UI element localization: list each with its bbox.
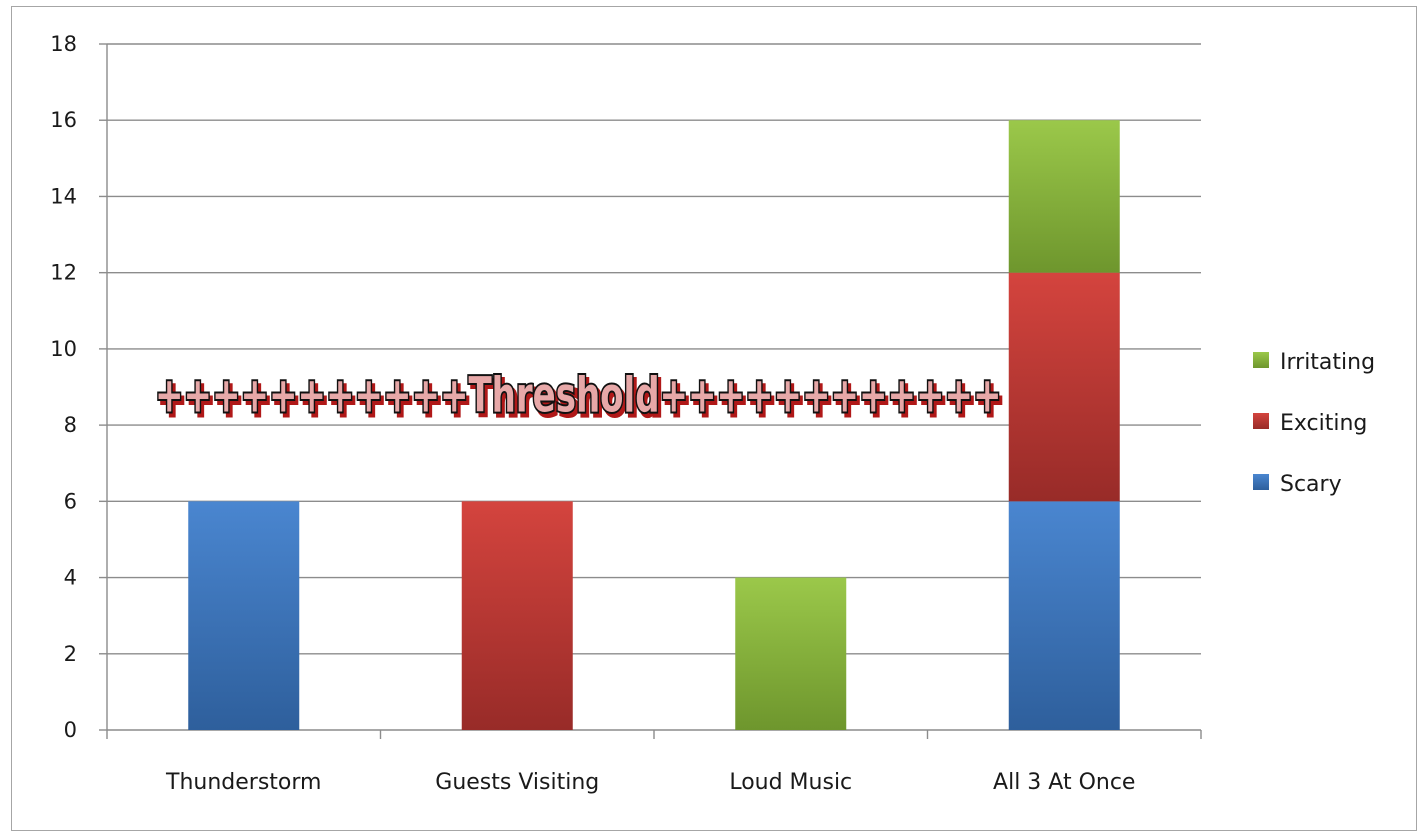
y-tick-label-0: 0 — [64, 718, 77, 742]
threshold-annotation: +++++++++++Threshold++++++++++++++++++++… — [153, 366, 1007, 430]
legend-swatch-irritating — [1253, 352, 1269, 368]
bars — [188, 120, 1120, 730]
threshold-annotation-text: +++++++++++Threshold++++++++++++ — [155, 368, 1002, 424]
y-tick-label-12: 12 — [50, 261, 77, 285]
y-tick-label-4: 4 — [64, 566, 77, 590]
legend-label-scary: Scary — [1280, 472, 1342, 497]
legend: Irritating Exciting Scary — [1253, 350, 1375, 497]
y-tick-label-18: 18 — [50, 32, 77, 56]
axes: 0 2 4 6 8 10 12 14 16 18 Thunderstorm Guests Visiti… — [50, 32, 1202, 795]
bar-scary-thunderstorm — [188, 501, 300, 730]
bar-exciting-guests-visiting — [461, 501, 573, 730]
legend-swatch-exciting — [1253, 413, 1269, 429]
y-tick-label-6: 6 — [64, 489, 77, 513]
x-tick-label-all-3-at-once: All 3 At Once — [993, 770, 1135, 795]
legend-label-exciting: Exciting — [1280, 411, 1367, 436]
bar-irritating-loud-music — [735, 577, 847, 730]
threshold-annotation-shadow: +++++++++++Threshold++++++++++++ — [158, 372, 1005, 428]
x-tick-label-thunderstorm: Thunderstorm — [165, 770, 321, 795]
y-tick-label-2: 2 — [64, 642, 77, 666]
bar-scary-all-3-at-once — [1008, 501, 1120, 730]
y-tick-label-8: 8 — [64, 413, 77, 437]
legend-swatch-scary — [1253, 474, 1269, 490]
y-tick-label-10: 10 — [50, 337, 77, 361]
legend-label-irritating: Irritating — [1280, 350, 1375, 375]
x-tick-label-guests-visiting: Guests Visiting — [435, 770, 599, 795]
bar-exciting-all-3-at-once — [1008, 272, 1120, 502]
bar-irritating-all-3-at-once — [1008, 120, 1120, 273]
y-tick-label-16: 16 — [50, 108, 77, 132]
x-tick-label-loud-music: Loud Music — [729, 770, 852, 795]
y-tick-label-14: 14 — [50, 184, 77, 208]
